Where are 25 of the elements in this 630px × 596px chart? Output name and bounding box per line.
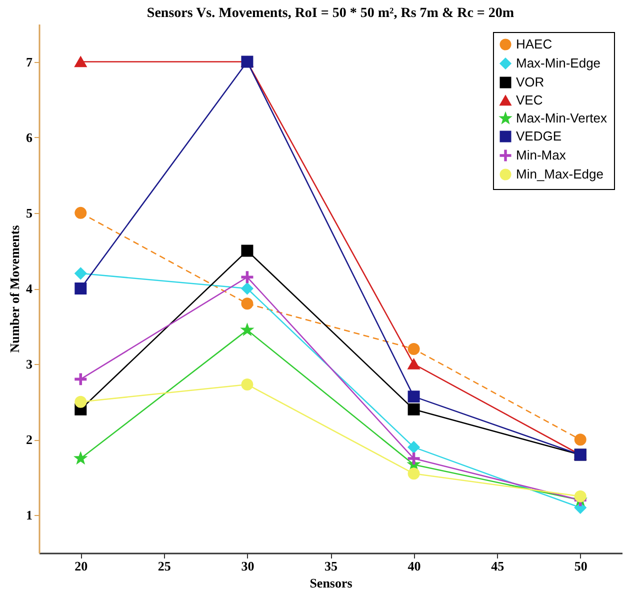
y-tick-label: 2 bbox=[26, 432, 32, 448]
x-axis-title: Sensors bbox=[310, 576, 352, 590]
x-tick-label: 45 bbox=[491, 558, 505, 574]
y-tick-label: 1 bbox=[26, 508, 32, 523]
chart-title: Sensors Vs. Movements, RoI = 50 * 50 m², Rs 7m & Rc = 20m bbox=[146, 6, 514, 21]
legend-label: Max-Min-Vertex bbox=[516, 110, 608, 126]
y-axis-title: Number of Movements bbox=[7, 225, 22, 353]
legend-label: Max-Min-Edge bbox=[516, 56, 601, 70]
x-tick-label: 35 bbox=[324, 558, 338, 574]
x-tick-label: 40 bbox=[408, 558, 421, 574]
legend-label: Min-Max bbox=[516, 148, 566, 162]
legend-label: Min_Max-Edge bbox=[516, 166, 604, 182]
legend-label: VEC bbox=[516, 92, 543, 108]
legend-label: HAEC bbox=[516, 36, 552, 52]
y-tick-label: 3 bbox=[26, 356, 33, 372]
legend-label: VOR bbox=[516, 74, 544, 90]
y-tick-label: 4 bbox=[26, 281, 33, 296]
x-tick-label: 25 bbox=[158, 558, 172, 574]
y-tick-label: 6 bbox=[26, 130, 33, 145]
x-tick-label: 30 bbox=[241, 558, 254, 574]
y-tick-label: 5 bbox=[26, 205, 33, 220]
y-tick-label: 7 bbox=[26, 54, 33, 70]
x-tick-label: 50 bbox=[574, 558, 588, 574]
x-tick-label: 20 bbox=[74, 558, 88, 574]
legend-label: VEDGE bbox=[516, 128, 562, 144]
